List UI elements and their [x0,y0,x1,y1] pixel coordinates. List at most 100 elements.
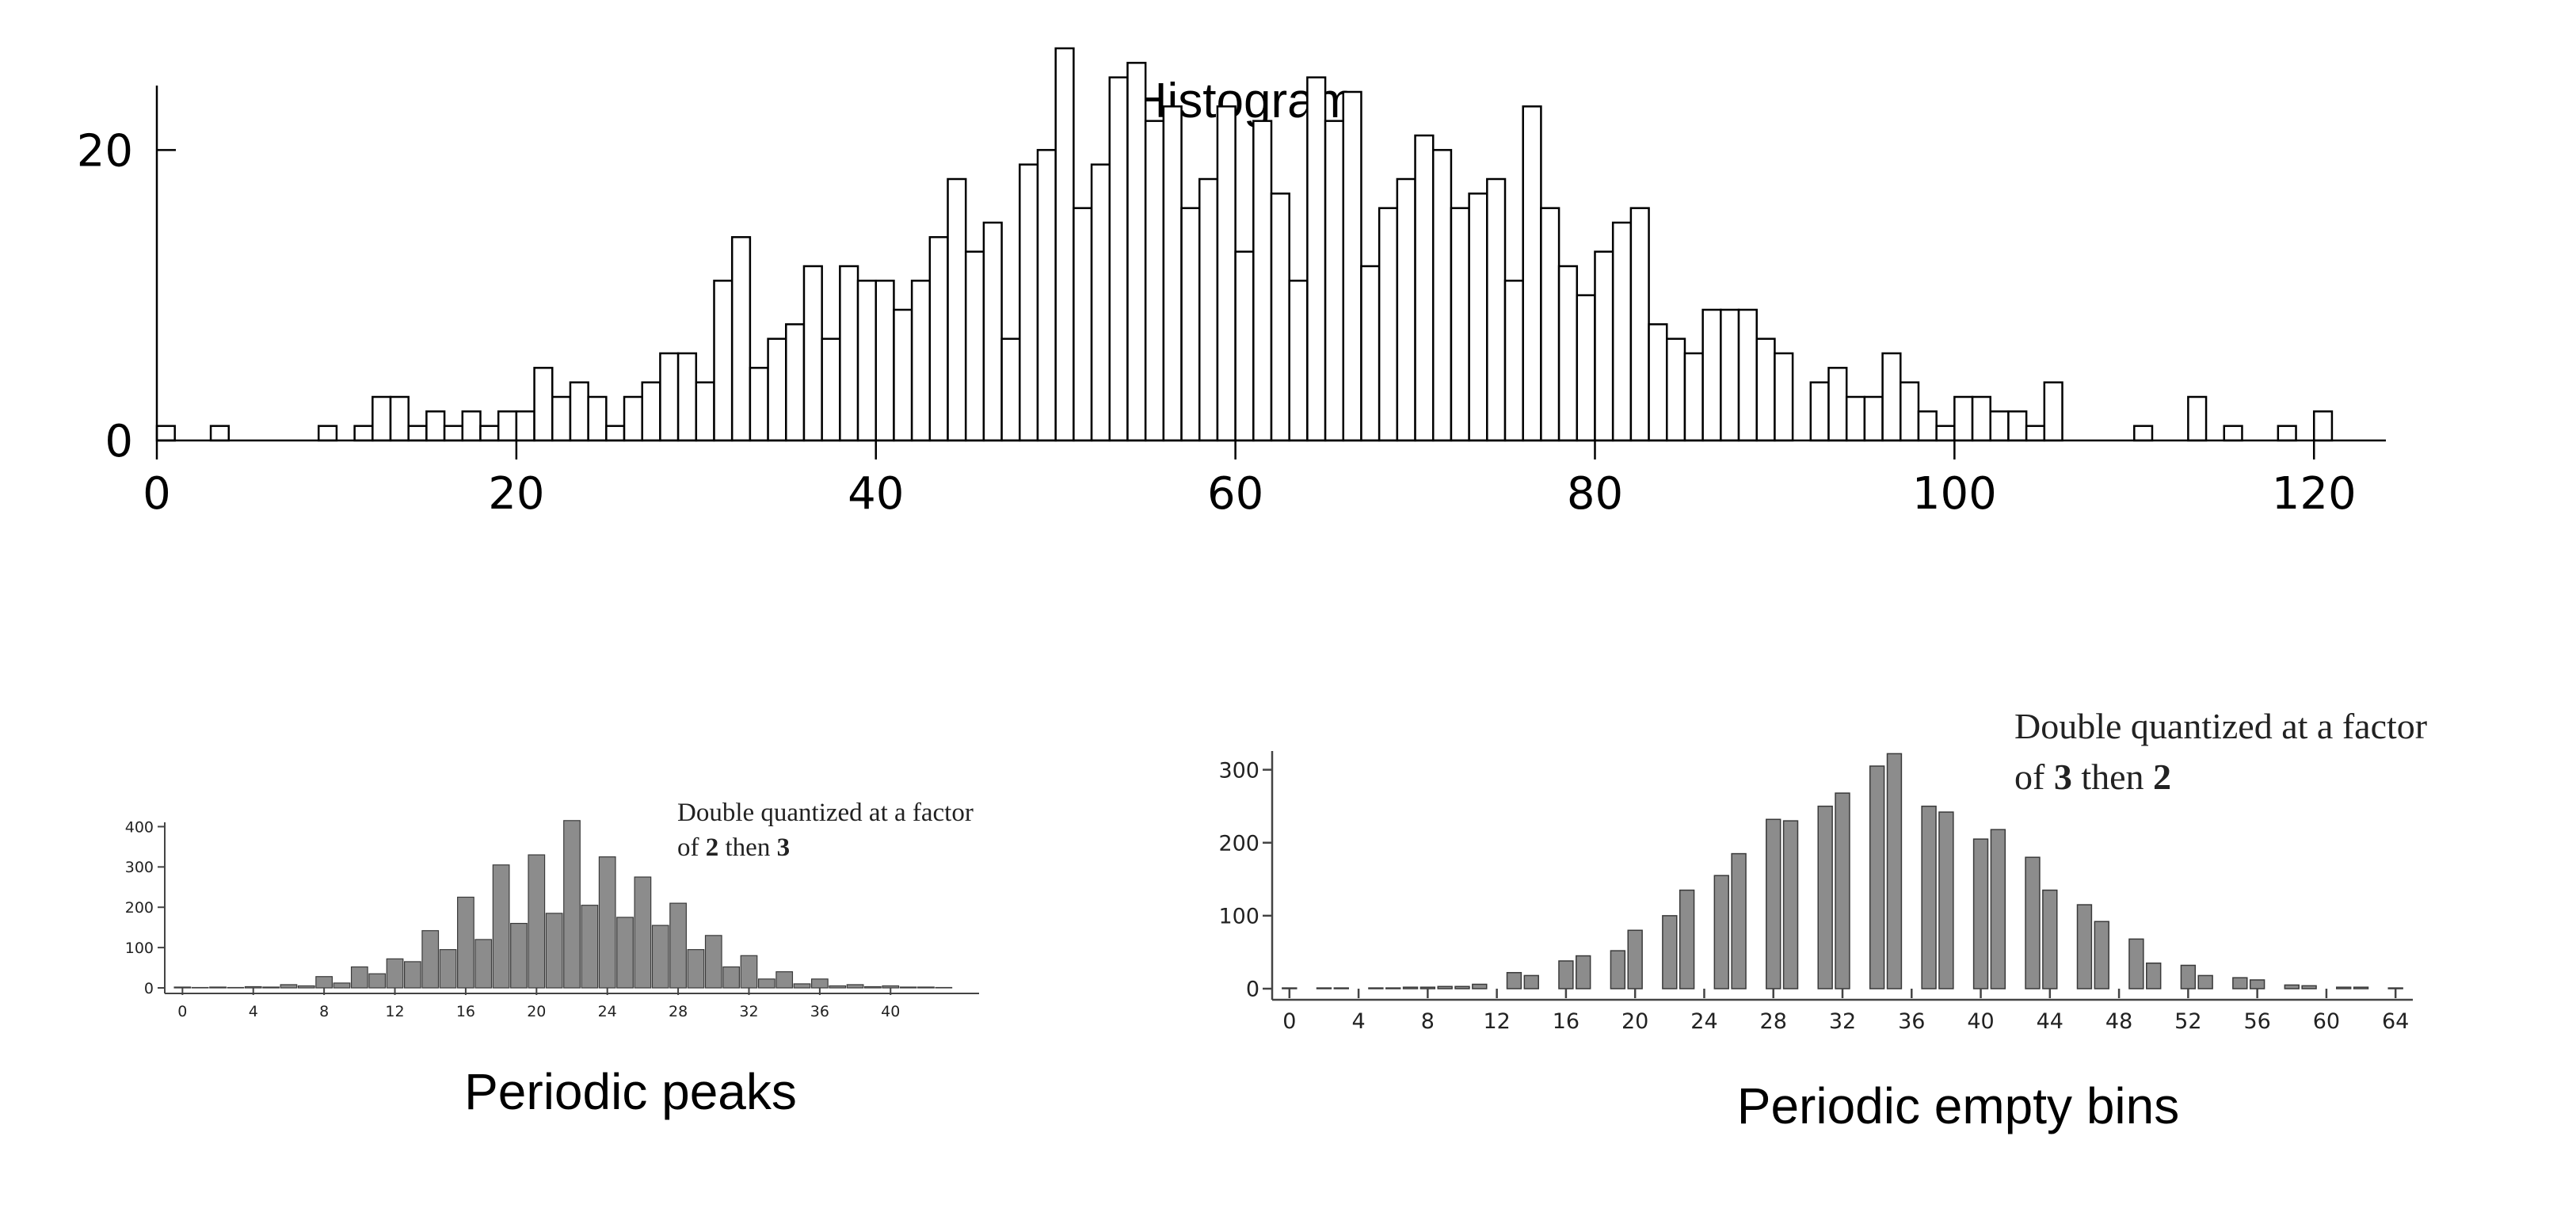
periodic-peaks-bar [634,876,652,989]
top-histogram-bar [1252,120,1273,442]
periodic-empty-bins-bar [1731,852,1747,989]
top-histogram-bar [964,250,985,442]
top-histogram-bar [856,280,877,442]
periodic-peaks-bar [846,984,864,989]
top-histogram-bar [515,410,535,442]
periodic-empty-bins-x-tick-label: 52 [2174,1009,2201,1034]
periodic-empty-bins-bar [2025,856,2041,989]
periodic-peaks-bar [439,949,457,989]
top-histogram-bar [1845,395,1866,442]
periodic-empty-bins-bar [1679,889,1695,989]
periodic-peaks-bar [740,955,758,989]
periodic-peaks-x-tick-label: 0 [177,1003,187,1020]
periodic-empty-bins-bar [1835,792,1850,989]
top-histogram-bar [551,395,572,442]
periodic-empty-bins-bar [2232,977,2248,989]
periodic-empty-bins-x-tick-label: 24 [1690,1009,1717,1034]
periodic-peaks-bar [616,917,634,989]
periodic-empty-bins-bar [2353,986,2369,989]
periodic-empty-bins-bar [2301,985,2317,989]
periodic-peaks-bar [581,905,599,989]
periodic-empty-bins-bar [1869,765,1885,989]
periodic-peaks-x-tick-label: 8 [319,1003,329,1020]
periodic-peaks-bar [350,966,368,989]
periodic-peaks-bar [421,930,440,989]
periodic-peaks-bar [917,986,935,989]
top-histogram-bar [2025,425,2046,442]
top-histogram-bar [353,425,374,442]
top-histogram-bar [982,221,1003,442]
periodic-empty-bins-bar [1454,986,1470,989]
top-histogram-bar [839,265,859,442]
top-histogram-bar [1774,352,1794,442]
periodic-peaks-x-tick-label: 12 [385,1003,404,1020]
top-histogram-bar [533,367,554,442]
periodic-peaks-x-tick-label: 20 [527,1003,546,1020]
top-histogram: Histogram 0 20 40 60 80 100 120 020 [77,47,2386,520]
top-histogram-bar [2223,425,2243,442]
periodic-peaks-x-ticks: 0 4 8 12 16 20 24 28 32 36 40 [177,988,900,1020]
top-histogram-bar [372,395,392,442]
periodic-peaks-y-tick-label: 100 [125,940,154,957]
periodic-empty-bins-bar [2387,987,2403,989]
periodic-peaks-y-ticks: 0 100 200 300 400 [125,818,165,997]
periodic-empty-bins-bar [1506,971,1522,989]
periodic-empty-bins-y-tick-label: 0 [1246,978,1259,1002]
periodic-empty-bins-bar [2094,921,2109,989]
top-histogram-bar [1809,381,1830,442]
periodic-empty-bins-chart: 0 4 8 12 16 20 24 28 32 36 40 44 48 52 56 60 64 01002003… [1218,706,2427,1134]
periodic-empty-bins-bars [1282,753,2403,989]
periodic-peaks-x-tick-label: 16 [456,1003,475,1020]
periodic-empty-bins-bar [1368,987,1384,989]
top-histogram-bar [155,425,176,442]
periodic-empty-bins-bar [1558,960,1574,989]
periodic-empty-bins-bar [1523,974,1539,989]
top-histogram-bar [1971,395,1991,442]
top-histogram-bar [1755,337,1776,442]
top-histogram-bar [1216,105,1237,442]
note-then-word: then [2081,757,2143,797]
top-histogram-bar [1611,221,1633,442]
periodic-peaks-bar [829,985,847,989]
top-histogram-bar [730,236,752,442]
periodic-peaks-x-tick-label: 28 [669,1003,688,1020]
top-histogram-bar [1720,308,1740,442]
top-histogram-bar [1989,410,2010,442]
top-histogram-bar [1594,250,1614,442]
periodic-peaks-bar [191,986,209,989]
periodic-peaks-x-tick-label: 40 [881,1003,900,1020]
periodic-empty-bins-note-line1: Double quantized at a factor [2014,706,2427,746]
top-histogram-bar [1450,207,1470,442]
top-histogram-bar [1827,367,1848,442]
top-histogram-bar [659,352,680,442]
top-histogram-bar [1396,177,1416,442]
periodic-peaks-bar [244,986,262,989]
top-histogram-bar [1090,163,1111,442]
top-histogram-bar [1378,207,1399,442]
top-histogram-bar [785,323,806,442]
periodic-peaks-y-tick-label: 200 [125,899,154,917]
top-histogram-bar [1666,337,1686,442]
periodic-empty-bins-x-tick-label: 8 [1421,1009,1435,1034]
top-histogram-bar [1629,207,1650,442]
periodic-peaks-bar [173,986,192,989]
periodic-empty-bins-x-tick-label: 44 [2037,1009,2063,1034]
periodic-empty-bins-x-tick-label: 20 [1621,1009,1648,1034]
top-histogram-bar [443,425,464,442]
top-histogram-bar [910,280,932,442]
periodic-peaks-y-tick-label: 400 [125,818,154,836]
top-histogram-bar [1342,90,1362,442]
periodic-peaks-bar [757,978,775,989]
top-histogram-bar [1557,265,1579,442]
periodic-empty-bins-bar [1437,986,1453,989]
top-histogram-bar [713,280,734,442]
periodic-peaks-bar [386,958,404,989]
periodic-empty-bins-bar [2076,904,2093,989]
periodic-empty-bins-bar [1385,987,1401,989]
periodic-empty-bins-bar [1610,950,1626,989]
periodic-peaks-note-line1: Double quantized at a factor [677,799,974,827]
periodic-empty-bins-bar [1662,915,1678,989]
top-histogram-bar [749,367,769,442]
top-histogram-bar [1414,134,1435,442]
